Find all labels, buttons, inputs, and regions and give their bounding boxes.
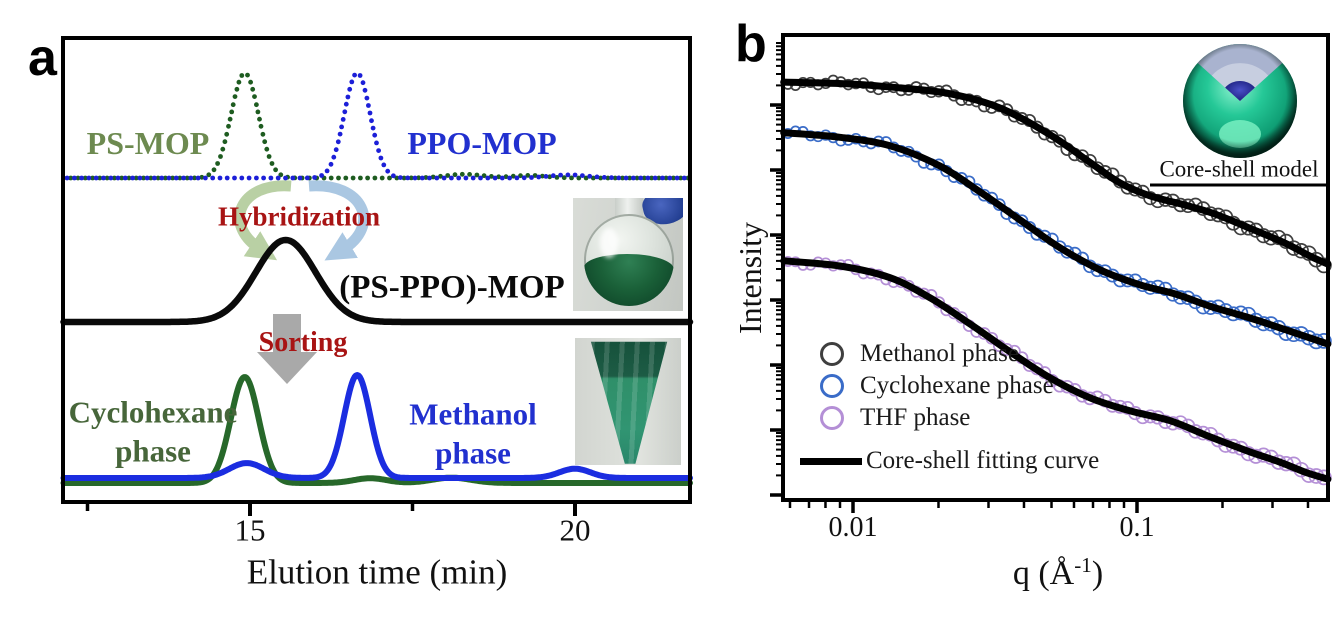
legend-item-thf: THF phase — [820, 404, 970, 432]
saxs-series-thf-phase — [780, 256, 1332, 486]
sorting-down-arrow-icon — [257, 314, 317, 384]
gpc-trace-ppo-mop — [64, 72, 687, 181]
q-axis-label-sup: -1 — [1074, 552, 1092, 577]
panel-b-letter: b — [735, 15, 767, 73]
legend-label-thf: THF phase — [860, 404, 971, 431]
legend-item-fit-curve: Core-shell fitting curve — [800, 447, 1099, 475]
panel-a-graphics — [60, 36, 694, 516]
saxs-series-methanol-phase — [780, 74, 1332, 274]
hybridization-arrow-left-icon — [234, 180, 292, 261]
x-tick-label-0.01: 0.01 — [828, 512, 878, 543]
ps-ppo-mop-label: (PS-PPO)-MOP — [339, 269, 565, 306]
core-shell-model-caption: Core-shell model — [1150, 158, 1328, 187]
cyclohexane-marker-icon — [820, 374, 844, 398]
panel-a-process-arrows — [234, 180, 370, 384]
gpc-trace-methanol-phase — [60, 372, 693, 481]
x-tick-label-20: 20 — [559, 512, 591, 548]
panel-a-letter: a — [28, 29, 57, 87]
hybridization-label: Hybridization — [217, 201, 381, 232]
x-tick-label-0.1: 0.1 — [1119, 512, 1155, 543]
sorting-label: Sorting — [258, 327, 348, 358]
panel-a-plot-border — [61, 36, 692, 504]
q-axis-label-post: ) — [1091, 555, 1104, 593]
cyclohexane-phase-label-line2: phase — [115, 433, 191, 469]
ps-mop-label: PS-MOP — [86, 125, 210, 161]
cyclohexane-phase-label-line1: Cyclohexane — [68, 394, 238, 430]
flask-green-liquid — [584, 254, 674, 306]
methanol-marker-icon — [820, 342, 844, 366]
x-tick-label-15: 15 — [234, 512, 266, 548]
intensity-axis-label: Intensity — [732, 222, 768, 334]
green-solution-centrifuge-tube-photo — [575, 338, 681, 465]
green-solution-flask-photo — [573, 198, 683, 311]
fit-curve-line-icon — [800, 457, 862, 465]
hybridization-arrow-right-icon — [308, 180, 370, 261]
legend-label-methanol: Methanol phase — [860, 340, 1019, 367]
gpc-trace-cyclohexane-phase — [60, 374, 693, 486]
legend-label-cyclohexane: Cyclohexane phase — [860, 372, 1054, 399]
panel-b-plot-border — [781, 33, 1330, 502]
core-shell-fit-curve — [780, 257, 1332, 483]
legend-item-cyclohexane: Cyclohexane phase — [820, 372, 1054, 400]
core-shell-model-icon — [1183, 43, 1297, 158]
q-axis-label-pre: q (Å — [1012, 555, 1075, 593]
gpc-trace-ps-mop — [61, 72, 691, 181]
centrifuge-tube-highlights — [590, 341, 668, 464]
saxs-series-cyclohexane-phase — [780, 125, 1332, 350]
core-shell-fit-curve — [780, 129, 1332, 348]
ppo-mop-label: PPO-MOP — [407, 125, 557, 161]
methanol-phase-label-line1: Methanol — [409, 396, 537, 432]
flask-body — [584, 214, 674, 306]
core-shell-fit-curve — [780, 78, 1332, 268]
q-axis-label: q (Å-1) — [1012, 552, 1104, 593]
legend-label-fit-curve: Core-shell fitting curve — [866, 447, 1100, 474]
methanol-phase-label-line2: phase — [435, 435, 511, 471]
thf-marker-icon — [820, 406, 844, 430]
flask-glass-highlight — [600, 228, 618, 258]
panel-b-graphics — [770, 33, 1332, 513]
gpc-trace--ps-ppo-mop — [60, 236, 694, 326]
elution-time-axis-label: Elution time (min) — [246, 552, 508, 592]
legend-item-methanol: Methanol phase — [820, 340, 1019, 368]
